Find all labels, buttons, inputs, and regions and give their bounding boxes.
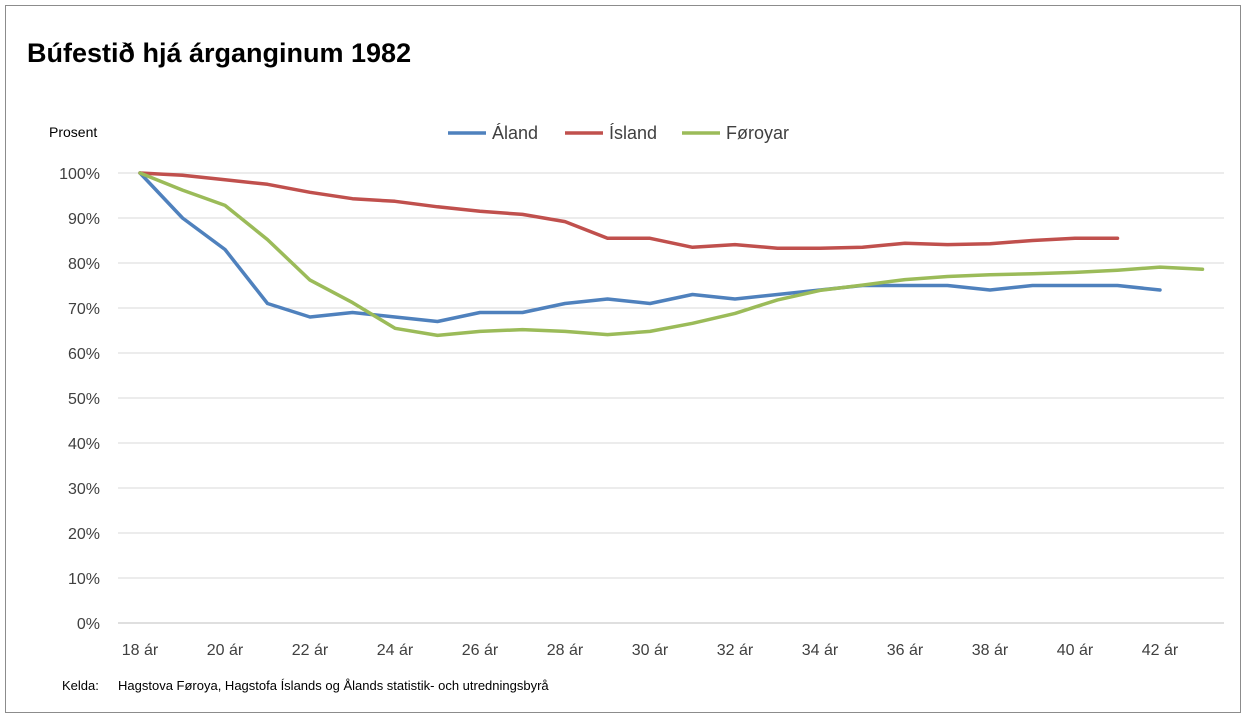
chart-frame: [5, 5, 1241, 713]
y-tick-label: 40%: [68, 436, 100, 453]
x-tick-label: 38 ár: [972, 642, 1009, 659]
y-tick-label: 70%: [68, 301, 100, 318]
x-tick-label: 28 ár: [547, 642, 584, 659]
legend-label: Føroyar: [726, 123, 789, 143]
x-tick-label: 30 ár: [632, 642, 669, 659]
series-line-Føroyar: [138, 171, 1205, 338]
x-tick-label: 36 ár: [887, 642, 924, 659]
legend-label: Ísland: [609, 123, 657, 143]
x-tick-label: 40 ár: [1057, 642, 1094, 659]
gridlines: [118, 172, 1224, 624]
y-axis-ticks: 0% 10% 20% 30% 40% 50% 60% 70% 80% 90% 100%: [59, 166, 100, 633]
x-tick-label: 24 ár: [377, 642, 414, 659]
y-tick-label: 10%: [68, 571, 100, 588]
source-label: Kelda:: [62, 678, 99, 693]
legend-label: Áland: [492, 123, 538, 143]
x-tick-label: 34 ár: [802, 642, 839, 659]
y-tick-label: 30%: [68, 481, 100, 498]
y-tick-label: 0%: [77, 616, 100, 633]
x-tick-label: 26 ár: [462, 642, 499, 659]
y-tick-label: 100%: [59, 166, 100, 183]
series-line-Áland: [138, 171, 1162, 324]
y-tick-label: 20%: [68, 526, 100, 543]
legend: Áland Ísland Føroyar: [448, 123, 789, 143]
chart-title: Búfestið hjá árganginum 1982: [27, 38, 411, 68]
series-lines: [138, 171, 1205, 338]
x-tick-label: 42 ár: [1142, 642, 1179, 659]
x-tick-label: 18 ár: [122, 642, 159, 659]
x-tick-label: 22 ár: [292, 642, 329, 659]
x-axis-ticks: 18 ár 20 ár 22 ár 24 ár 26 ár 28 ár 30 ár 32 ár…: [122, 642, 1179, 659]
y-tick-label: 50%: [68, 391, 100, 408]
y-tick-label: 60%: [68, 346, 100, 363]
y-axis-label: Prosent: [49, 124, 97, 140]
x-tick-label: 32 ár: [717, 642, 754, 659]
source-text: Hagstova Føroya, Hagstofa Íslands og Åla…: [118, 678, 549, 693]
y-tick-label: 90%: [68, 211, 100, 228]
y-tick-label: 80%: [68, 256, 100, 273]
x-tick-label: 20 ár: [207, 642, 244, 659]
series-line-Ísland: [138, 171, 1120, 250]
